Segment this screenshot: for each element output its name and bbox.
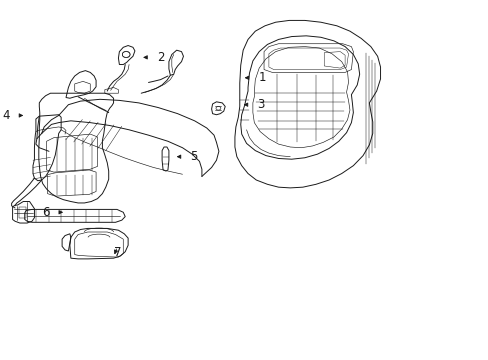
Text: 4: 4 [2, 109, 10, 122]
Text: 1: 1 [258, 71, 265, 84]
Text: 3: 3 [257, 98, 264, 111]
Text: 7: 7 [114, 246, 121, 259]
Text: 2: 2 [157, 51, 164, 64]
Text: 5: 5 [190, 150, 197, 163]
Text: 6: 6 [42, 206, 49, 219]
